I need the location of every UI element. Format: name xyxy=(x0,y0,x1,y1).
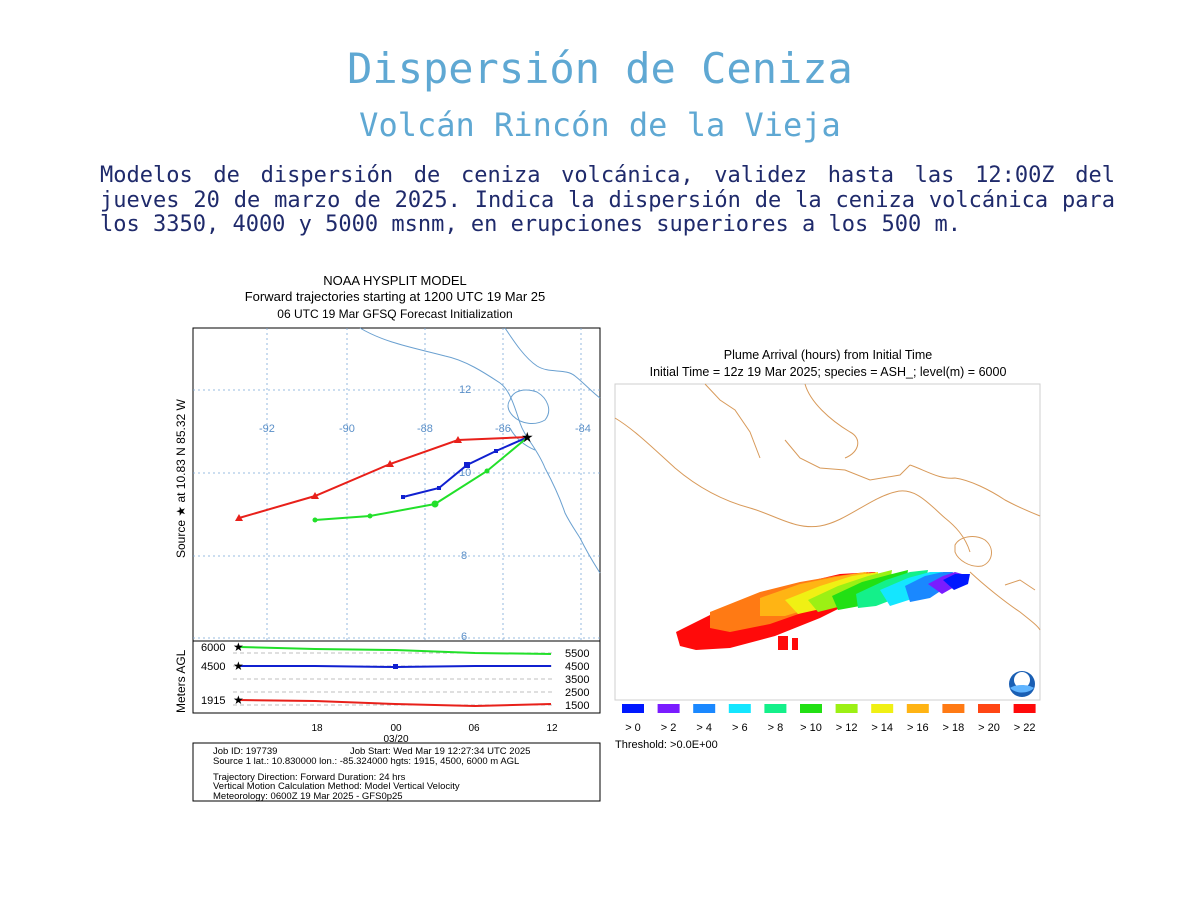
agl-right-2: 4500 xyxy=(565,661,589,673)
time-tick-2: 00 xyxy=(390,723,402,734)
legend-label: > 22 xyxy=(1014,722,1036,734)
lat-label-4: 6 xyxy=(461,631,467,643)
legend-swatch xyxy=(622,704,644,713)
height-star-1-icon: ★ xyxy=(233,640,244,654)
agl-right-3: 3500 xyxy=(565,674,589,686)
hysplit-side-label: Source ★ at 10.83 N 85.32 W xyxy=(174,398,188,558)
trajectory-green xyxy=(312,436,529,523)
noaa-logo xyxy=(1009,671,1035,697)
info-box xyxy=(192,742,601,802)
info-meteorology: Meteorology: 0600Z 19 Mar 2025 - GFS0p25 xyxy=(213,791,403,802)
time-tick-1: 18 xyxy=(311,723,323,734)
agl-right-4: 2500 xyxy=(565,687,589,699)
description-paragraph: Modelos de dispersión de ceniza volcánic… xyxy=(100,163,1115,237)
source-star-icon: ★ xyxy=(521,429,534,445)
hysplit-title-1: NOAA HYSPLIT MODEL xyxy=(323,273,467,288)
legend-label: > 18 xyxy=(943,722,965,734)
plume-map xyxy=(614,383,1041,701)
page-title: Dispersión de Ceniza xyxy=(347,44,853,93)
plume-title-2: Initial Time = 12z 19 Mar 2025; species … xyxy=(650,365,1007,379)
info-job-id: Job ID: 197739 xyxy=(213,746,277,757)
legend-label: > 16 xyxy=(907,722,929,734)
hysplit-title-2: Forward trajectories starting at 1200 UT… xyxy=(245,289,546,304)
lat-label-3: 8 xyxy=(461,550,467,562)
ash-plume xyxy=(676,570,970,650)
map-grid xyxy=(193,328,600,641)
height-star-3-icon: ★ xyxy=(233,693,244,707)
legend-swatch xyxy=(978,704,1000,713)
height-panel xyxy=(192,640,601,714)
legend-label: > 8 xyxy=(768,722,784,734)
plume-threshold: Threshold: >0.0E+00 xyxy=(615,739,718,751)
legend-label: > 0 xyxy=(625,722,641,734)
legend-label: > 10 xyxy=(800,722,822,734)
lat-label-1: 12 xyxy=(459,384,471,396)
date-label: 03/20 xyxy=(383,734,408,745)
legend-swatch xyxy=(1013,704,1036,713)
lon-label-3: -88 xyxy=(417,423,433,435)
legend-swatch xyxy=(800,704,822,713)
legend-swatch xyxy=(835,704,858,713)
agl-right-5: 1500 xyxy=(565,700,589,712)
legend-swatch xyxy=(657,704,680,713)
legend-label: > 12 xyxy=(836,722,858,734)
legend-label: > 6 xyxy=(732,722,748,734)
agl-left-1: 6000 xyxy=(201,642,225,654)
plume-title-1: Plume Arrival (hours) from Initial Time xyxy=(724,348,932,362)
legend-label: > 14 xyxy=(871,722,893,734)
plume-coastline xyxy=(614,383,1041,631)
legend-swatch xyxy=(764,704,787,713)
agl-left-2: 4500 xyxy=(201,661,225,673)
plume-legend: > 0 > 2 > 4 > 6 > 8 > 10 > 12 > 14 > 16 > 18 > 20 >… xyxy=(622,704,1036,734)
legend-swatch xyxy=(942,704,965,713)
legend-swatch xyxy=(693,704,716,713)
legend-label: > 4 xyxy=(696,722,712,734)
hysplit-title-3: 06 UTC 19 Mar GFSQ Forecast Initializati… xyxy=(277,307,512,321)
trajectory-map xyxy=(192,327,601,642)
legend-label: > 20 xyxy=(978,722,1000,734)
lon-label-4: -86 xyxy=(495,423,511,435)
info-vertical: Vertical Motion Calculation Method: Mode… xyxy=(213,781,460,792)
info-job-start: Job Start: Wed Mar 19 12:27:34 UTC 2025 xyxy=(350,746,530,757)
trajectory-blue xyxy=(401,436,529,499)
agl-right-1: 5500 xyxy=(565,648,589,660)
lon-label-2: -90 xyxy=(339,423,355,435)
info-source: Source 1 lat.: 10.830000 lon.: -85.32400… xyxy=(213,756,519,767)
legend-label: > 2 xyxy=(661,722,677,734)
agl-left-3: 1915 xyxy=(201,695,225,707)
legend-swatch xyxy=(728,704,751,713)
height-star-2-icon: ★ xyxy=(233,659,244,673)
trajectory-red xyxy=(235,436,529,521)
time-tick-4: 12 xyxy=(546,723,558,734)
info-direction: Trajectory Direction: Forward Duration: … xyxy=(213,772,406,783)
height-red xyxy=(238,699,552,708)
agl-axis-label: Meters AGL xyxy=(174,649,188,713)
hysplit-figure: NOAA HYSPLIT MODEL Forward trajectories … xyxy=(174,273,601,802)
height-green xyxy=(238,646,552,655)
legend-swatch xyxy=(906,704,929,713)
legend-swatch xyxy=(871,704,894,713)
lon-label-1: -92 xyxy=(259,423,275,435)
page-subtitle: Volcán Rincón de la Vieja xyxy=(359,106,841,144)
plume-figure: Plume Arrival (hours) from Initial Time … xyxy=(614,348,1041,751)
time-tick-3: 06 xyxy=(468,723,480,734)
lon-label-5: -84 xyxy=(575,423,591,435)
